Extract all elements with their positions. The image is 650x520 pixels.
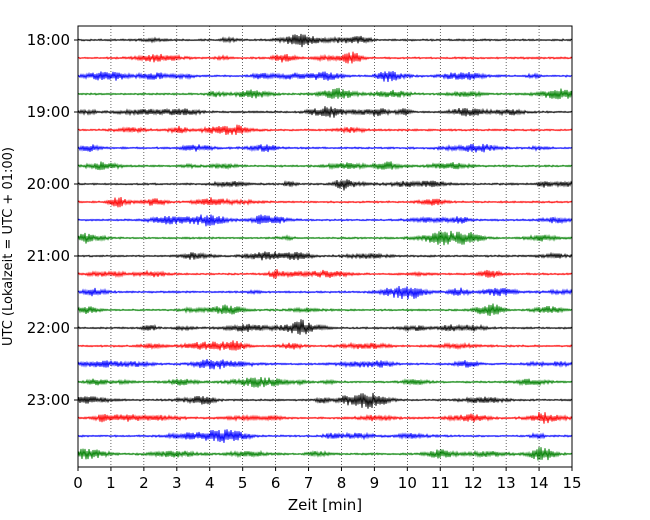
x-tick-label: 9 (370, 474, 380, 492)
x-tick-label: 8 (337, 474, 347, 492)
seismic-trace (77, 392, 573, 409)
y-tick-label: 21:00 (27, 247, 70, 265)
x-tick-label: 11 (431, 474, 450, 492)
y-tick-label: 20:00 (27, 175, 70, 193)
seismic-trace (77, 411, 573, 424)
y-tick-label: 22:00 (27, 319, 70, 337)
y-tick-label: 23:00 (27, 391, 70, 409)
x-tick-label: 6 (271, 474, 281, 492)
seismic-trace (77, 230, 573, 246)
seismic-trace (77, 251, 573, 261)
y-axis-ticks: 18:00 19:00 20:00 21:00 22:00 23:00 (27, 31, 78, 409)
seismic-trace (77, 106, 573, 118)
seismic-trace (77, 33, 573, 48)
x-axis-label: Zeit [min] (288, 496, 362, 514)
x-tick-label: 3 (172, 474, 182, 492)
seismic-trace (77, 447, 573, 461)
plot-area-frame (77, 25, 573, 468)
seismic-trace (77, 269, 573, 279)
x-tick-label: 5 (238, 474, 248, 492)
seismic-trace (77, 179, 573, 191)
x-tick-label: 1 (106, 474, 116, 492)
seismic-trace (77, 51, 573, 64)
y-tick-label: 18:00 (27, 31, 70, 49)
seismic-trace (77, 197, 573, 208)
seismic-trace (77, 303, 573, 316)
x-tick-label: 13 (497, 474, 516, 492)
x-tick-label: 4 (205, 474, 215, 492)
seismic-trace (77, 87, 573, 100)
seismic-trace (77, 340, 573, 351)
seismic-trace (77, 161, 573, 171)
seismic-trace (77, 429, 573, 443)
seismic-trace (77, 285, 573, 300)
seismic-trace (77, 124, 573, 136)
x-tick-label: 0 (73, 474, 83, 492)
seismic-trace (77, 358, 573, 370)
x-axis-ticks: 0 1 2 3 4 5 6 7 8 9 10 11 12 13 14 15 (73, 467, 582, 492)
x-tick-label: 14 (530, 474, 549, 492)
seismic-trace (77, 319, 573, 335)
seismic-trace (77, 143, 573, 153)
y-axis-label: UTC (Lokalzeit = UTC + 01:00) (1, 147, 16, 346)
trace-group (77, 33, 573, 461)
x-tick-label: 2 (139, 474, 149, 492)
seismic-trace (77, 377, 573, 388)
seismic-trace (77, 71, 573, 83)
x-tick-label: 15 (562, 474, 581, 492)
x-tick-label: 12 (464, 474, 483, 492)
y-tick-label: 19:00 (27, 103, 70, 121)
seismic-trace (77, 214, 573, 227)
x-tick-label: 7 (304, 474, 314, 492)
x-tick-label: 10 (398, 474, 417, 492)
